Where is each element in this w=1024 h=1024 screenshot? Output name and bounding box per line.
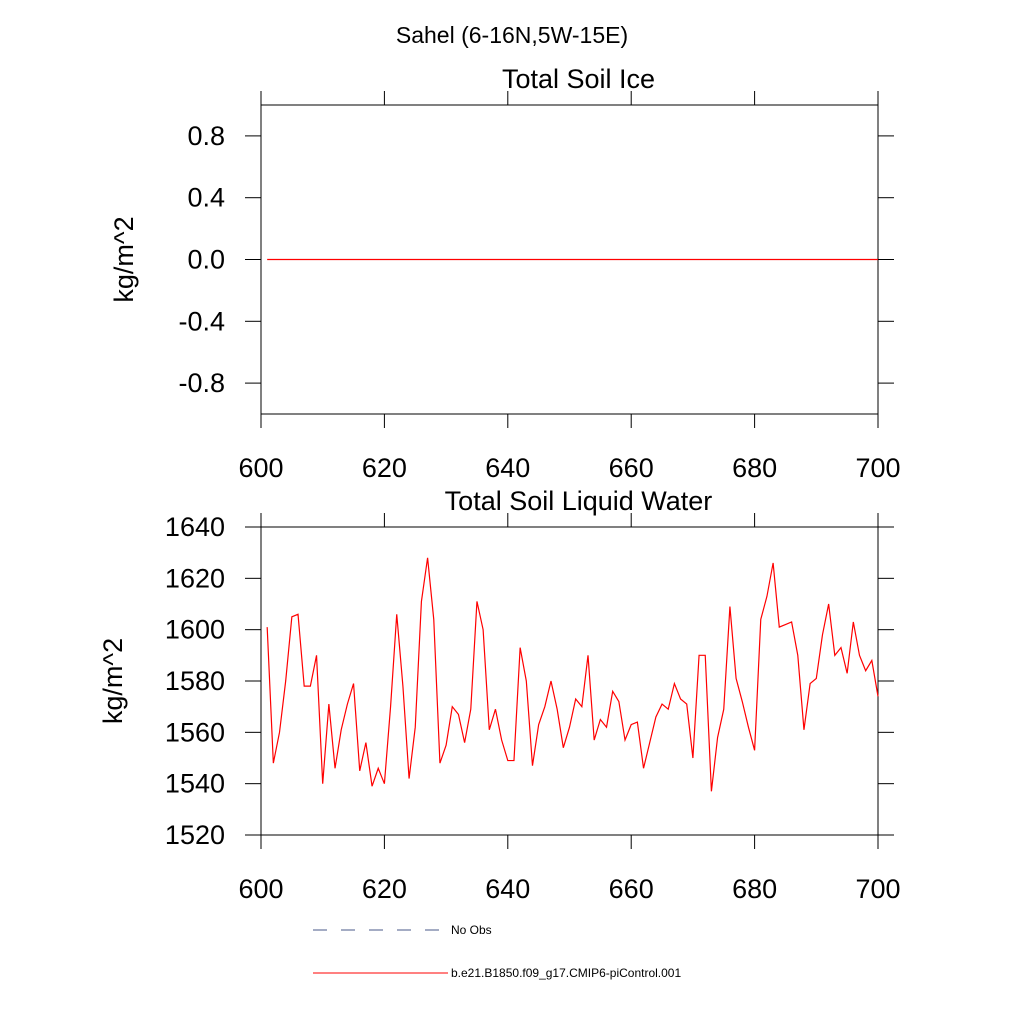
data-line <box>266 557 879 792</box>
y-tick-label: 0.4 <box>187 183 225 213</box>
x-tick-label: 700 <box>855 453 900 483</box>
y-tick-label: 1560 <box>165 717 225 747</box>
x-tick-label: 620 <box>362 453 407 483</box>
y-axis-label: kg/m^2 <box>109 216 139 302</box>
x-tick-label: 640 <box>485 453 530 483</box>
y-tick-label: 0.8 <box>187 121 225 151</box>
x-tick-label: 600 <box>238 453 283 483</box>
y-axis-label: kg/m^2 <box>98 638 128 724</box>
x-tick-label: 680 <box>732 874 777 904</box>
x-tick-label: 640 <box>485 874 530 904</box>
y-tick-label: 1600 <box>165 615 225 645</box>
y-tick-label: 1620 <box>165 563 225 593</box>
panel-title: Total Soil Ice <box>502 64 655 94</box>
x-tick-label: 700 <box>855 874 900 904</box>
y-tick-label: 1640 <box>165 512 225 542</box>
y-tick-label: 1580 <box>165 666 225 696</box>
y-tick-label: -0.4 <box>178 306 225 336</box>
y-tick-label: -0.8 <box>178 368 225 398</box>
x-tick-label: 660 <box>609 874 654 904</box>
x-tick-label: 680 <box>732 453 777 483</box>
legend-label: b.e21.B1850.f09_g17.CMIP6-piControl.001 <box>451 966 681 980</box>
y-tick-label: 1540 <box>165 769 225 799</box>
y-tick-label: 0.0 <box>187 245 225 275</box>
legend-label: No Obs <box>451 923 492 937</box>
x-tick-label: 620 <box>362 874 407 904</box>
x-tick-label: 660 <box>609 453 654 483</box>
panel-title: Total Soil Liquid Water <box>445 486 713 516</box>
plot-frame <box>260 526 879 836</box>
figure-title: Sahel (6-16N,5W-15E) <box>396 22 628 48</box>
x-tick-label: 600 <box>238 874 283 904</box>
y-tick-label: 1520 <box>165 820 225 850</box>
